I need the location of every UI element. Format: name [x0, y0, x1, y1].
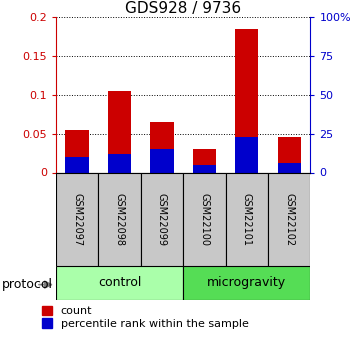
- Bar: [278, 137, 301, 172]
- Bar: [65, 157, 89, 172]
- Bar: [226, 172, 268, 266]
- Text: GSM22101: GSM22101: [242, 193, 252, 246]
- Bar: [150, 149, 174, 172]
- Bar: [193, 165, 216, 172]
- Legend: count, percentile rank within the sample: count, percentile rank within the sample: [42, 306, 248, 329]
- Bar: [183, 172, 226, 266]
- Text: GSM22102: GSM22102: [284, 193, 294, 246]
- Bar: [56, 172, 98, 266]
- Text: control: control: [98, 276, 141, 289]
- Text: GSM22099: GSM22099: [157, 193, 167, 246]
- Text: GSM22098: GSM22098: [114, 193, 125, 246]
- Bar: [193, 149, 216, 172]
- Bar: [108, 154, 131, 172]
- Text: GSM22100: GSM22100: [199, 193, 209, 246]
- Bar: [56, 266, 183, 300]
- Bar: [235, 29, 258, 172]
- Bar: [150, 122, 174, 172]
- Bar: [65, 130, 89, 172]
- Bar: [183, 266, 310, 300]
- Title: GDS928 / 9736: GDS928 / 9736: [125, 1, 241, 16]
- Bar: [278, 163, 301, 172]
- Bar: [108, 91, 131, 172]
- Bar: [235, 137, 258, 172]
- Bar: [141, 172, 183, 266]
- Text: GSM22097: GSM22097: [72, 193, 82, 246]
- Bar: [98, 172, 141, 266]
- Bar: [268, 172, 310, 266]
- Text: microgravity: microgravity: [207, 276, 286, 289]
- Text: protocol: protocol: [2, 278, 53, 291]
